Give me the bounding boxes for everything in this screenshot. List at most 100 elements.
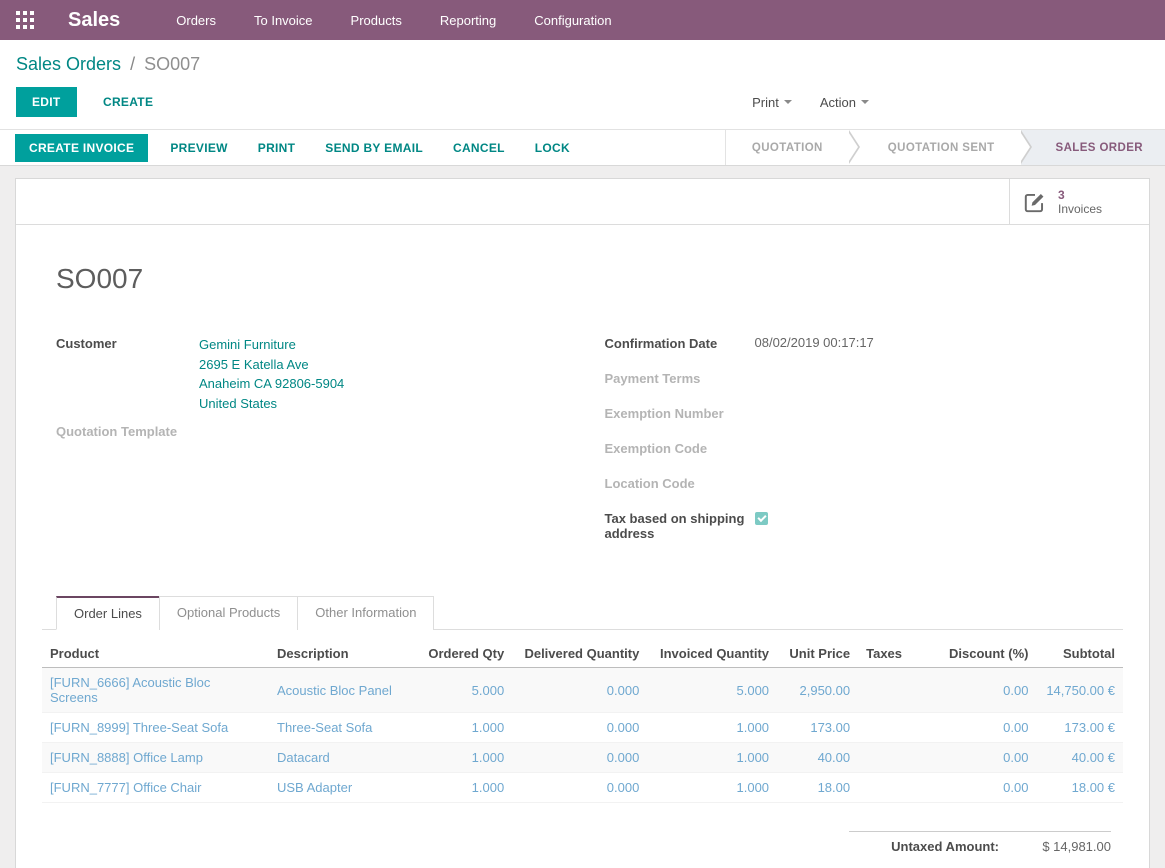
col-subtotal: Subtotal xyxy=(1036,640,1123,668)
customer-label: Customer xyxy=(56,335,199,413)
order-lines-table: Product Description Ordered Qty Delivere… xyxy=(42,640,1123,803)
print-dropdown[interactable]: Print xyxy=(752,95,792,110)
order-totals: Untaxed Amount: $ 14,981.00 Taxes: $ 0.0… xyxy=(849,831,1111,868)
statusbar-buttons: CREATE INVOICE PREVIEW PRINT SEND BY EMA… xyxy=(0,134,725,162)
quotation-template-label: Quotation Template xyxy=(56,423,199,447)
nav-item-reporting[interactable]: Reporting xyxy=(440,13,496,28)
order-title: SO007 xyxy=(56,263,1123,295)
col-description: Description xyxy=(269,640,420,668)
cell-description: Acoustic Bloc Panel xyxy=(269,668,420,713)
action-dropdown[interactable]: Action xyxy=(820,95,869,110)
cell-product: [FURN_8888] Office Lamp xyxy=(42,743,269,773)
cancel-button[interactable]: CANCEL xyxy=(453,141,505,155)
confirmation-date-value: 08/02/2019 00:17:17 xyxy=(755,335,874,359)
content-area: 3 Invoices SO007 Customer Gemini Furnitu… xyxy=(0,166,1165,868)
cell-invoiced-qty: 1.000 xyxy=(647,773,777,803)
cell-ordered-qty: 5.000 xyxy=(420,668,512,713)
cell-subtotal: 173.00 € xyxy=(1036,713,1123,743)
cell-taxes xyxy=(858,713,917,743)
untaxed-amount-value: $ 14,981.00 xyxy=(999,839,1111,854)
tax-shipping-label: Tax based on shipping address xyxy=(605,510,755,541)
exemption-code-label: Exemption Code xyxy=(605,440,755,464)
send-by-email-button[interactable]: SEND BY EMAIL xyxy=(325,141,423,155)
cell-description: Datacard xyxy=(269,743,420,773)
location-code-label: Location Code xyxy=(605,475,755,499)
breadcrumb: Sales Orders / SO007 xyxy=(16,54,1149,75)
nav-item-to-invoice[interactable]: To Invoice xyxy=(254,13,313,28)
apps-grid-icon[interactable] xyxy=(16,11,34,29)
cell-subtotal: 14,750.00 € xyxy=(1036,668,1123,713)
customer-street: 2695 E Katella Ave xyxy=(199,355,344,375)
order-line-row[interactable]: [FURN_8999] Three-Seat Sofa Three-Seat S… xyxy=(42,713,1123,743)
form-buttons: EDIT CREATE xyxy=(16,87,169,117)
notebook-tabs: Order Lines Optional Products Other Info… xyxy=(42,596,1123,630)
cell-taxes xyxy=(858,668,917,713)
cell-product: [FURN_7777] Office Chair xyxy=(42,773,269,803)
stage-arrow xyxy=(849,130,862,165)
cell-ordered-qty: 1.000 xyxy=(420,743,512,773)
print-dropdown-label: Print xyxy=(752,95,779,110)
action-dropdown-label: Action xyxy=(820,95,856,110)
sheet-body: SO007 Customer Gemini Furniture 2695 E K… xyxy=(16,225,1149,868)
create-invoice-button[interactable]: CREATE INVOICE xyxy=(15,134,148,162)
invoices-stat-button[interactable]: 3 Invoices xyxy=(1009,179,1149,224)
order-line-row[interactable]: [FURN_8888] Office Lamp Datacard 1.000 0… xyxy=(42,743,1123,773)
cell-invoiced-qty: 1.000 xyxy=(647,743,777,773)
table-header-row: Product Description Ordered Qty Delivere… xyxy=(42,640,1123,668)
status-stages: QUOTATION QUOTATION SENT SALES ORDER xyxy=(725,130,1165,165)
cell-invoiced-qty: 1.000 xyxy=(647,713,777,743)
tab-other-information[interactable]: Other Information xyxy=(297,596,434,630)
cell-discount: 0.00 xyxy=(918,668,1037,713)
tax-shipping-checkbox xyxy=(755,512,768,525)
edit-button[interactable]: EDIT xyxy=(16,87,77,117)
cell-ordered-qty: 1.000 xyxy=(420,713,512,743)
col-ordered-qty: Ordered Qty xyxy=(420,640,512,668)
cell-delivered-qty: 0.000 xyxy=(512,668,647,713)
cell-delivered-qty: 0.000 xyxy=(512,743,647,773)
cell-discount: 0.00 xyxy=(918,713,1037,743)
cell-unit-price: 2,950.00 xyxy=(777,668,858,713)
stage-quotation-sent[interactable]: QUOTATION SENT xyxy=(862,130,1021,165)
col-invoiced-qty: Invoiced Quantity xyxy=(647,640,777,668)
action-menus: Print Action xyxy=(752,95,869,110)
cell-unit-price: 18.00 xyxy=(777,773,858,803)
order-line-row[interactable]: [FURN_6666] Acoustic Bloc Screens Acoust… xyxy=(42,668,1123,713)
top-menu: Orders To Invoice Products Reporting Con… xyxy=(176,13,649,28)
cell-description: Three-Seat Sofa xyxy=(269,713,420,743)
field-group-left: Customer Gemini Furniture 2695 E Katella… xyxy=(56,335,575,552)
tab-optional-products[interactable]: Optional Products xyxy=(159,596,298,630)
cell-unit-price: 173.00 xyxy=(777,713,858,743)
nav-item-configuration[interactable]: Configuration xyxy=(534,13,611,28)
nav-item-products[interactable]: Products xyxy=(351,13,402,28)
cell-delivered-qty: 0.000 xyxy=(512,773,647,803)
print-button[interactable]: PRINT xyxy=(258,141,296,155)
lock-button[interactable]: LOCK xyxy=(535,141,570,155)
control-panel: Sales Orders / SO007 EDIT CREATE Print A… xyxy=(0,40,1165,129)
cell-subtotal: 18.00 € xyxy=(1036,773,1123,803)
cell-description: USB Adapter xyxy=(269,773,420,803)
stage-sales-order[interactable]: SALES ORDER xyxy=(1034,130,1165,165)
breadcrumb-sales-orders[interactable]: Sales Orders xyxy=(16,54,121,74)
stage-arrow xyxy=(1021,130,1034,165)
cell-discount: 0.00 xyxy=(918,773,1037,803)
cell-subtotal: 40.00 € xyxy=(1036,743,1123,773)
untaxed-amount-label: Untaxed Amount: xyxy=(891,839,999,854)
preview-button[interactable]: PREVIEW xyxy=(170,141,227,155)
exemption-number-label: Exemption Number xyxy=(605,405,755,429)
create-button[interactable]: CREATE xyxy=(87,87,169,117)
cell-taxes xyxy=(858,743,917,773)
customer-link[interactable]: Gemini Furniture 2695 E Katella Ave Anah… xyxy=(199,335,344,413)
nav-item-orders[interactable]: Orders xyxy=(176,13,216,28)
breadcrumb-separator: / xyxy=(130,54,135,74)
cell-product: [FURN_8999] Three-Seat Sofa xyxy=(42,713,269,743)
top-nav-bar: Sales Orders To Invoice Products Reporti… xyxy=(0,0,1165,40)
cell-product: [FURN_6666] Acoustic Bloc Screens xyxy=(42,668,269,713)
breadcrumb-current: SO007 xyxy=(144,54,200,74)
invoice-edit-icon xyxy=(1022,189,1048,215)
stage-quotation[interactable]: QUOTATION xyxy=(726,130,849,165)
customer-name: Gemini Furniture xyxy=(199,335,344,355)
app-title[interactable]: Sales xyxy=(68,9,120,32)
order-line-row[interactable]: [FURN_7777] Office Chair USB Adapter 1.0… xyxy=(42,773,1123,803)
tab-order-lines[interactable]: Order Lines xyxy=(56,596,160,630)
status-bar: CREATE INVOICE PREVIEW PRINT SEND BY EMA… xyxy=(0,129,1165,166)
